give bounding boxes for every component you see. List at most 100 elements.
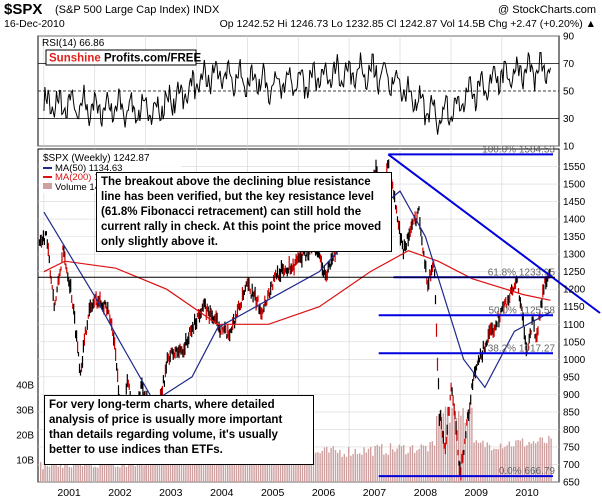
volume-bar xyxy=(218,459,220,482)
volume-bar xyxy=(306,458,308,482)
volume-bar xyxy=(110,464,112,482)
volume-bar xyxy=(537,441,539,482)
price-tick-label: 1450 xyxy=(563,197,586,208)
volume-bar xyxy=(145,464,147,482)
volume-bar xyxy=(488,444,491,482)
volume-bar xyxy=(185,464,187,482)
volume-bar xyxy=(517,440,519,482)
volume-bar xyxy=(356,454,359,482)
volume-bar xyxy=(152,459,154,482)
volume-bar xyxy=(471,407,473,482)
volume-bar xyxy=(376,444,378,482)
volume-bar xyxy=(433,445,436,482)
volume-bar xyxy=(251,455,253,482)
volume-bar xyxy=(451,408,453,482)
volume-bar xyxy=(123,463,125,482)
volume-bar xyxy=(86,462,88,482)
fibonacci-label: 100.0% 1584.53 xyxy=(482,144,555,155)
price-tick-label: 1150 xyxy=(563,302,585,313)
volume-bar xyxy=(418,448,420,482)
volume-bar xyxy=(174,454,176,482)
volume-bar xyxy=(139,463,141,482)
volume-bar xyxy=(477,442,480,482)
volume-bar xyxy=(169,458,172,482)
volume-bar xyxy=(381,444,383,482)
rsi-axis: 90 70 50 30 10 xyxy=(563,32,575,153)
legend-volume-swatch xyxy=(43,183,52,189)
volume-bar xyxy=(378,446,381,482)
volume-bar xyxy=(521,438,524,482)
volume-bar xyxy=(198,457,200,482)
volume-bar xyxy=(108,464,110,482)
volume-bar xyxy=(319,453,321,482)
volume-bar xyxy=(176,458,178,482)
price-tick-label: 850 xyxy=(563,407,580,418)
volume-bar xyxy=(323,447,326,482)
volume-bar xyxy=(484,447,486,482)
volume-bar xyxy=(345,456,348,482)
rsi-tick-label: 10 xyxy=(563,142,575,153)
volume-bar xyxy=(183,453,185,482)
volume-bar xyxy=(543,442,546,482)
volume-bar xyxy=(466,410,469,482)
volume-bar xyxy=(55,465,57,482)
volume-bar xyxy=(119,467,121,482)
volume-bar xyxy=(453,403,455,482)
volume-bar xyxy=(513,446,515,482)
volume-bar xyxy=(117,466,119,482)
volume-bar xyxy=(134,466,136,482)
price-tick-label: 1550 xyxy=(563,162,586,173)
volume-bar xyxy=(158,456,161,482)
volume-bar xyxy=(528,441,530,482)
price-tick-label: 750 xyxy=(563,442,580,453)
volume-bar xyxy=(194,453,196,482)
volume-bar xyxy=(334,450,337,482)
volume-bar xyxy=(244,455,246,482)
volume-bar xyxy=(103,458,106,482)
year-tick-label: 2005 xyxy=(261,487,285,499)
volume-bar xyxy=(106,461,108,482)
volume-bar xyxy=(330,448,332,482)
ma50-line xyxy=(43,190,551,403)
fibonacci-label: 38.2% 1017.27 xyxy=(488,343,556,354)
volume-bar xyxy=(73,463,75,482)
volume-bar xyxy=(427,451,429,482)
volume-bar xyxy=(150,464,152,482)
volume-bar xyxy=(143,465,145,482)
volume-bar xyxy=(337,452,339,482)
volume-bar xyxy=(154,459,156,482)
year-tick-label: 2008 xyxy=(414,487,438,499)
volume-bar xyxy=(480,442,482,482)
volume-bar xyxy=(374,446,376,482)
volume-bar xyxy=(455,417,458,482)
volume-bar xyxy=(442,413,444,482)
volume-bar xyxy=(398,444,400,482)
volume-bar xyxy=(304,455,306,482)
volume-bar xyxy=(130,462,132,482)
price-tick-label: 1000 xyxy=(563,355,586,366)
volume-bar xyxy=(249,454,251,482)
chart-header: $SPX (S&P 500 Large Cap Index) INDX @ St… xyxy=(4,1,596,30)
volume-bar xyxy=(387,454,389,482)
volume-bar xyxy=(64,462,66,482)
volume-bar xyxy=(409,446,411,482)
volume-bar xyxy=(189,461,191,482)
volume-bar xyxy=(460,415,462,482)
time-axis: 2001 2002 2003 2004 2005 2006 2007 2008 2009 2010 xyxy=(57,487,539,499)
watermark-profits: Profits.com/FREE xyxy=(104,53,201,65)
volume-bar xyxy=(464,422,466,482)
volume-bar xyxy=(222,454,224,482)
volume-bar xyxy=(539,437,541,482)
volume-bar xyxy=(235,454,238,482)
price-tick-label: 1400 xyxy=(563,215,586,226)
volume-bar xyxy=(550,438,552,482)
volume-bar xyxy=(407,452,409,482)
volume-bar xyxy=(350,455,352,482)
volume-bar xyxy=(141,463,143,482)
volume-bar xyxy=(491,450,493,482)
volume-bar xyxy=(524,446,526,482)
price-tick-label: 1100 xyxy=(563,320,585,331)
volume-bar xyxy=(385,453,387,482)
volume-bar xyxy=(462,408,464,482)
legend-price: $SPX (Weekly) 1242.87 xyxy=(43,153,150,164)
